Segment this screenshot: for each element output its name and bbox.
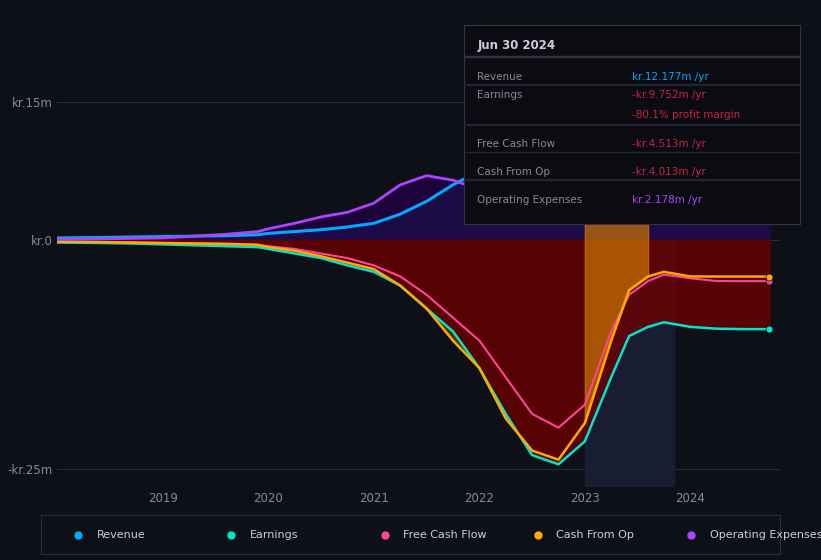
Text: Cash From Op: Cash From Op: [477, 167, 550, 178]
Text: kr.12.177m /yr: kr.12.177m /yr: [632, 72, 709, 82]
Text: Cash From Op: Cash From Op: [557, 530, 635, 540]
Text: Earnings: Earnings: [250, 530, 298, 540]
Text: -kr.4.013m /yr: -kr.4.013m /yr: [632, 167, 706, 178]
Text: -80.1% profit margin: -80.1% profit margin: [632, 110, 741, 120]
Text: kr.2.178m /yr: kr.2.178m /yr: [632, 195, 702, 205]
Bar: [464, 84, 800, 85]
Text: Revenue: Revenue: [97, 530, 145, 540]
Text: -kr.4.513m /yr: -kr.4.513m /yr: [632, 139, 706, 150]
Text: Free Cash Flow: Free Cash Flow: [477, 139, 556, 150]
Bar: [464, 179, 800, 180]
Bar: [464, 124, 800, 125]
Text: Earnings: Earnings: [477, 90, 523, 100]
Bar: [464, 56, 800, 57]
Bar: [585, 84, 675, 487]
Text: -kr.9.752m /yr: -kr.9.752m /yr: [632, 90, 706, 100]
Text: Jun 30 2024: Jun 30 2024: [477, 39, 556, 52]
Text: Revenue: Revenue: [477, 72, 522, 82]
Text: Free Cash Flow: Free Cash Flow: [403, 530, 487, 540]
Text: Operating Expenses: Operating Expenses: [477, 195, 583, 205]
Text: Operating Expenses: Operating Expenses: [709, 530, 821, 540]
